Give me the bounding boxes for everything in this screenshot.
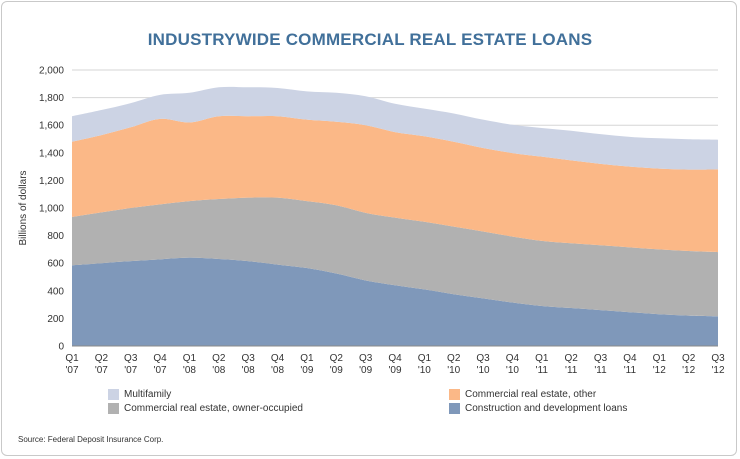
x-tick-label-quarter: Q1 bbox=[653, 353, 667, 364]
y-tick-label: 400 bbox=[47, 286, 64, 297]
legend-label-multifamily: Multifamily bbox=[124, 389, 172, 400]
x-tick-label-year: '07 bbox=[65, 365, 78, 376]
y-tick-label: 1,200 bbox=[39, 176, 64, 187]
x-tick-label-year: '10 bbox=[477, 365, 490, 376]
legend-label-construction: Construction and development loans bbox=[465, 403, 628, 414]
x-tick-label-quarter: Q1 bbox=[418, 353, 432, 364]
x-tick-label-quarter: Q2 bbox=[565, 353, 579, 364]
x-tick-label-year: '08 bbox=[271, 365, 284, 376]
legend-swatch-multifamily bbox=[108, 389, 119, 400]
y-tick-label: 0 bbox=[58, 342, 64, 353]
y-tick-label: 1,400 bbox=[39, 148, 64, 159]
legend-swatch-construction bbox=[449, 403, 460, 414]
y-tick-label: 2,000 bbox=[39, 66, 64, 77]
x-tick-label-quarter: Q3 bbox=[711, 353, 725, 364]
legend-item-multifamily: Multifamily bbox=[108, 389, 171, 400]
x-tick-label-year: '08 bbox=[183, 365, 196, 376]
axis-layer: 0 200 400 600 800 1,000 1,200 1,400 1,600 1,800 2,… bbox=[18, 66, 725, 377]
x-tick-label-year: '10 bbox=[506, 365, 519, 376]
x-tick-label-quarter: Q1 bbox=[65, 353, 79, 364]
y-tick-label: 1,800 bbox=[39, 93, 64, 104]
area-layer bbox=[72, 86, 718, 346]
x-tick-label-year: '10 bbox=[418, 365, 431, 376]
x-tick-label-quarter: Q3 bbox=[242, 353, 256, 364]
x-tick-label-quarter: Q1 bbox=[535, 353, 549, 364]
x-tick-label-quarter: Q1 bbox=[183, 353, 197, 364]
legend-item-cre-owner-occupied: Commercial real estate, owner-occupied bbox=[108, 403, 303, 414]
y-tick-label: 200 bbox=[47, 314, 64, 325]
area-series-multifamily bbox=[72, 86, 718, 170]
chart-title: INDUSTRYWIDE COMMERCIAL REAL ESTATE LOAN… bbox=[147, 30, 593, 49]
x-tick-label-quarter: Q3 bbox=[476, 353, 490, 364]
x-tick-label-year: '09 bbox=[359, 365, 372, 376]
x-tick-label-quarter: Q2 bbox=[212, 353, 226, 364]
x-tick-label-year: '07 bbox=[154, 365, 167, 376]
legend-swatch-cre-other bbox=[449, 389, 460, 400]
y-tick-label: 800 bbox=[47, 231, 64, 242]
x-tick-label-year: '11 bbox=[594, 365, 607, 376]
legend-swatch-cre-owner-occupied bbox=[108, 403, 119, 414]
x-tick-label-quarter: Q2 bbox=[682, 353, 696, 364]
x-tick-label-year: '10 bbox=[447, 365, 460, 376]
area-series-commercial-real-estate-owner-occupied bbox=[72, 197, 718, 317]
x-tick-label-quarter: Q2 bbox=[330, 353, 344, 364]
x-tick-label-quarter: Q4 bbox=[271, 353, 285, 364]
x-tick-label-year: '09 bbox=[330, 365, 343, 376]
y-tick-label: 1,600 bbox=[39, 121, 64, 132]
x-tick-label-quarter: Q4 bbox=[153, 353, 167, 364]
legend-item-construction: Construction and development loans bbox=[449, 403, 627, 414]
legend-item-cre-other: Commercial real estate, other bbox=[449, 389, 596, 400]
x-tick-label-year: '11 bbox=[624, 365, 637, 376]
x-tick-label-year: '11 bbox=[536, 365, 549, 376]
x-tick-label-quarter: Q2 bbox=[95, 353, 109, 364]
x-tick-label-quarter: Q2 bbox=[447, 353, 461, 364]
y-tick-label: 1,000 bbox=[39, 204, 64, 215]
x-tick-label-quarter: Q4 bbox=[623, 353, 637, 364]
y-axis-label: Billions of dollars bbox=[18, 170, 29, 245]
y-tick-label: 600 bbox=[47, 259, 64, 270]
x-tick-label-quarter: Q4 bbox=[506, 353, 520, 364]
x-tick-label-year: '08 bbox=[242, 365, 255, 376]
x-tick-label-quarter: Q1 bbox=[300, 353, 314, 364]
x-tick-label-year: '09 bbox=[388, 365, 401, 376]
source-note: Source: Federal Deposit Insurance Corp. bbox=[18, 435, 164, 444]
legend-label-cre-owner-occupied: Commercial real estate, owner-occupied bbox=[124, 403, 303, 414]
area-series-commercial-real-estate-other bbox=[72, 115, 718, 253]
x-tick-label-quarter: Q3 bbox=[359, 353, 373, 364]
x-tick-label-quarter: Q4 bbox=[388, 353, 402, 364]
x-tick-label-quarter: Q3 bbox=[594, 353, 608, 364]
x-tick-label-year: '07 bbox=[95, 365, 108, 376]
x-tick-label-year: '12 bbox=[653, 365, 666, 376]
x-tick-label-year: '12 bbox=[711, 365, 724, 376]
x-tick-label-year: '12 bbox=[682, 365, 695, 376]
legend-label-cre-other: Commercial real estate, other bbox=[465, 389, 597, 400]
x-tick-label-quarter: Q3 bbox=[124, 353, 138, 364]
x-tick-label-year: '08 bbox=[212, 365, 225, 376]
x-tick-label-year: '09 bbox=[300, 365, 313, 376]
area-series-construction-and-development-loans bbox=[72, 257, 718, 346]
x-tick-label-year: '11 bbox=[565, 365, 578, 376]
x-tick-label-year: '07 bbox=[124, 365, 137, 376]
